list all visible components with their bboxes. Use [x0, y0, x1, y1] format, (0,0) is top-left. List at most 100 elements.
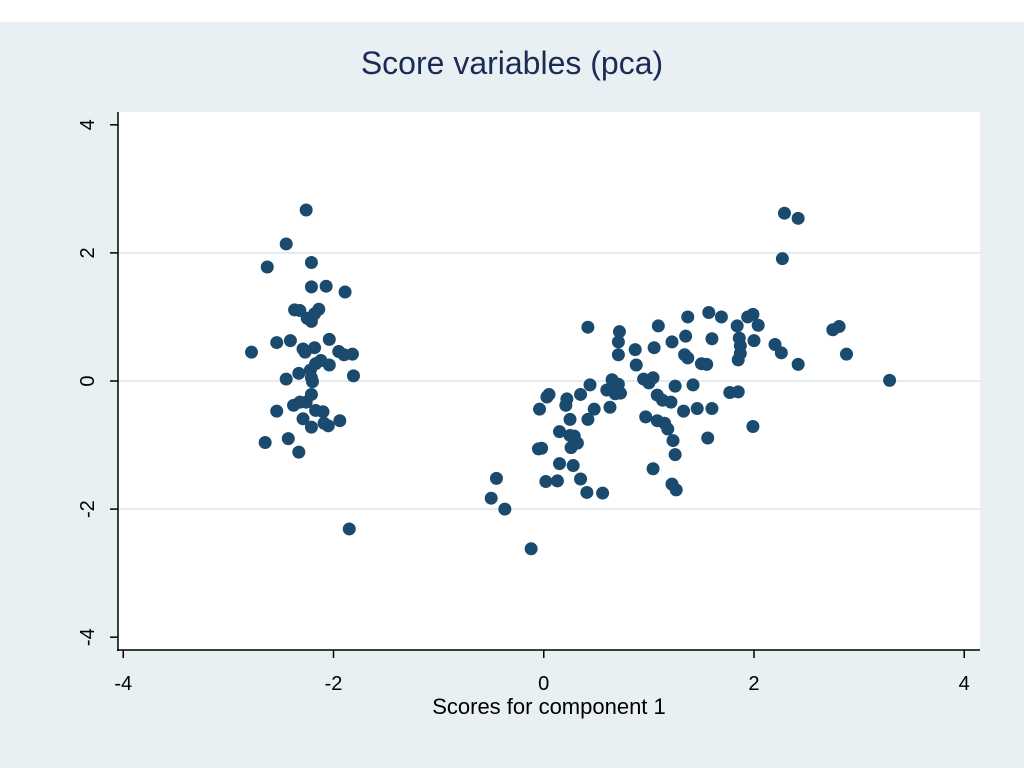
data-point [581, 412, 595, 426]
data-point [574, 387, 588, 401]
data-point [566, 459, 580, 473]
y-tick-label: 4 [77, 119, 99, 130]
data-point [679, 329, 693, 343]
data-point [321, 419, 335, 433]
x-tick-label: -2 [325, 673, 343, 695]
data-point [245, 345, 259, 359]
data-point [669, 483, 683, 497]
data-point [701, 431, 715, 445]
data-point [596, 486, 610, 500]
data-point [677, 404, 691, 418]
x-tick-label: 2 [748, 673, 759, 695]
data-point [342, 522, 356, 536]
x-tick-label: -4 [114, 673, 132, 695]
x-tick-label: 4 [959, 673, 970, 695]
y-tick-label: 2 [77, 247, 99, 258]
data-point [791, 357, 805, 371]
data-point [639, 410, 653, 424]
axes: -4 -2 0 2 4 -4 -2 0 2 4 [77, 112, 980, 695]
data-point [664, 395, 678, 409]
chart-title: Score variables (pca) [361, 45, 663, 81]
data-point [581, 320, 595, 334]
data-point [731, 353, 745, 367]
data-point [260, 260, 274, 274]
data-point [531, 442, 545, 456]
data-point [730, 319, 744, 333]
data-point [751, 318, 765, 332]
data-point [304, 420, 318, 434]
data-point [292, 445, 306, 459]
data-point [611, 348, 625, 362]
data-point [279, 372, 293, 386]
data-point [550, 474, 564, 488]
data-point [258, 435, 272, 449]
data-point [533, 402, 547, 416]
data-point [484, 491, 498, 505]
data-point [346, 369, 360, 383]
data-point [489, 471, 503, 485]
y-tick-label: 0 [77, 375, 99, 386]
data-point [322, 358, 336, 372]
data-point [666, 434, 680, 448]
data-point [304, 256, 318, 270]
data-point [281, 432, 295, 446]
data-point [319, 279, 333, 293]
data-point [746, 419, 760, 433]
data-point [774, 346, 788, 360]
data-point [791, 211, 805, 225]
data-point [668, 448, 682, 462]
y-tick-label: -4 [77, 628, 99, 646]
data-point [686, 378, 700, 392]
data-point [668, 379, 682, 393]
data-point [296, 412, 310, 426]
data-point [665, 335, 679, 349]
data-point [839, 347, 853, 361]
data-point [270, 336, 284, 350]
data-point [746, 307, 760, 321]
data-point [608, 387, 622, 401]
data-point [647, 341, 661, 355]
data-point [583, 378, 597, 392]
data-point [661, 422, 675, 436]
data-point [322, 332, 336, 346]
data-point [681, 351, 695, 365]
data-point [305, 375, 319, 389]
data-point [299, 203, 313, 217]
data-point [681, 310, 695, 324]
data-point [338, 285, 352, 299]
data-point [333, 414, 347, 428]
data-point [611, 335, 625, 349]
x-axis-title: Scores for component 1 [432, 694, 666, 719]
data-point [287, 398, 301, 412]
data-point [553, 457, 567, 471]
data-point [316, 405, 330, 419]
data-point [540, 390, 554, 404]
data-point [292, 366, 306, 380]
data-point [270, 404, 284, 418]
gridlines [118, 251, 980, 511]
data-point [690, 402, 704, 416]
data-point [563, 412, 577, 426]
data-point [345, 347, 359, 361]
data-point [580, 485, 594, 499]
data-point [705, 332, 719, 346]
data-point [629, 358, 643, 372]
data-point [747, 334, 761, 348]
data-point [279, 237, 293, 251]
data-point [612, 325, 626, 339]
data-point [574, 472, 588, 486]
data-point [299, 395, 313, 409]
y-tick-label: -2 [77, 500, 99, 518]
data-point [304, 280, 318, 294]
data-point [283, 334, 297, 348]
data-point [559, 398, 573, 412]
data-point [553, 425, 567, 439]
data-point [300, 311, 314, 325]
data-point [832, 320, 846, 334]
data-point [705, 402, 719, 416]
data-points [245, 203, 897, 556]
data-point [714, 310, 728, 324]
data-point [775, 252, 789, 266]
data-point [524, 542, 538, 556]
